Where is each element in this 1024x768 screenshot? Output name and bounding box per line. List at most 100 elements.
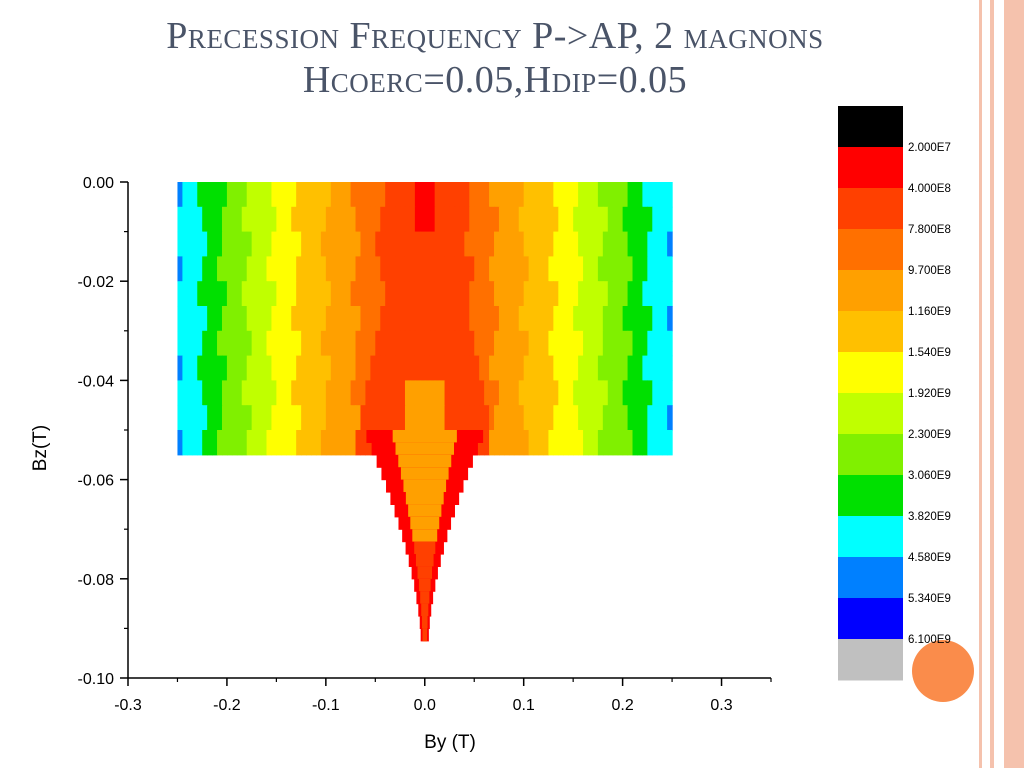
heatmap-cell [256, 182, 263, 208]
heatmap-cell [246, 231, 253, 257]
heatmap-cell [662, 206, 668, 233]
colorbar-swatch [838, 639, 903, 681]
heatmap-cell [370, 355, 376, 381]
heatmap-cell [558, 330, 564, 357]
heatmap-cell [439, 281, 446, 307]
heatmap-cell [627, 281, 634, 307]
heatmap-cell [484, 206, 490, 233]
heatmap-cell [187, 405, 193, 431]
heatmap-cell [320, 330, 327, 357]
colorbar-label: 4.580E9 [908, 552, 951, 564]
heatmap-cell [380, 182, 386, 208]
heatmap-cell [187, 430, 193, 456]
heatmap-cell [177, 231, 184, 257]
heatmap-cell [187, 306, 193, 332]
heatmap-cell [217, 231, 223, 257]
heatmap-cell [479, 355, 485, 381]
heatmap-cell [578, 430, 584, 456]
heatmap-cell [320, 231, 327, 257]
heatmap-cell [375, 281, 381, 307]
heatmap-cell [221, 405, 228, 431]
heatmap-cell [642, 380, 648, 406]
heatmap-cell [226, 380, 233, 406]
heatmap-cell [286, 355, 292, 381]
heatmap-cell [266, 330, 273, 357]
heatmap-cell [508, 430, 515, 456]
heatmap-cell [409, 281, 416, 307]
heatmap-cell [212, 281, 218, 307]
heatmap-cell [276, 405, 282, 431]
heatmap-cell [439, 405, 446, 431]
heatmap-cell [657, 330, 663, 357]
heatmap-cell [221, 430, 228, 456]
heatmap-cell [538, 306, 545, 332]
heatmap-cell [246, 256, 253, 282]
colorbar-label: 7.800E8 [908, 224, 951, 236]
heatmap-cell [355, 380, 362, 406]
heatmap-cell [182, 256, 188, 282]
heatmap-cell [523, 231, 530, 257]
heatmap-cell [207, 405, 213, 431]
heatmap-cell [197, 430, 203, 456]
heatmap-cell [558, 380, 564, 406]
heatmap-cell [345, 430, 352, 456]
heatmap-cell [286, 206, 292, 233]
heatmap-cell [424, 405, 431, 431]
heatmap-cell [390, 306, 396, 332]
heatmap-cell [385, 405, 391, 431]
heatmap-cell [296, 430, 302, 456]
heatmap-cell [221, 306, 228, 332]
heatmap-cell [251, 256, 258, 282]
colorbar-label: 6.100E9 [908, 634, 951, 646]
heatmap-cell [667, 405, 673, 431]
heatmap-cell [414, 405, 421, 431]
heatmap-cell [597, 355, 604, 381]
heatmap-cell [508, 281, 515, 307]
heatmap-cell [513, 306, 520, 332]
heatmap-cell [592, 306, 599, 332]
heatmap-cell [340, 355, 347, 381]
heatmap-cell [404, 281, 411, 307]
heatmap-cell [276, 380, 282, 406]
heatmap-cell [449, 256, 456, 282]
heatmap-cell [627, 256, 634, 282]
heatmap-cell [464, 231, 470, 257]
heatmap-cell [578, 355, 584, 381]
heatmap-cell [439, 206, 446, 233]
heatmap-cell [197, 182, 203, 208]
heatmap-cell [276, 231, 282, 257]
heatmap-cell [523, 355, 530, 381]
heatmap-cell [236, 182, 243, 208]
heatmap-cell [246, 430, 253, 456]
heatmap-cell [315, 281, 322, 307]
heatmap-cell [330, 405, 337, 431]
heatmap-cell [375, 206, 381, 233]
heatmap-cell [602, 182, 609, 208]
heatmap-cell [241, 330, 248, 357]
heatmap-cell [404, 405, 411, 431]
heatmap-cell [503, 281, 510, 307]
heatmap-cell [350, 306, 357, 332]
heatmap-cell [345, 231, 352, 257]
heatmap-cell [311, 380, 317, 406]
heatmap-cell [231, 231, 238, 257]
heatmap-cell [444, 206, 451, 233]
heatmap-cell [400, 281, 406, 307]
heatmap-cell [667, 355, 673, 381]
heatmap-cell [400, 182, 406, 208]
heatmap-cell [513, 206, 520, 233]
heatmap-cell [355, 405, 362, 431]
heatmap-cell [271, 206, 277, 233]
heatmap-cell [528, 281, 535, 307]
heatmap-cell [355, 206, 362, 233]
heatmap-cell [192, 430, 198, 456]
heatmap-cell [192, 405, 198, 431]
heatmap-cell [518, 231, 525, 257]
heatmap-cell [340, 256, 347, 282]
colorbar-swatch [838, 270, 903, 312]
heatmap-cell [543, 330, 550, 357]
decorative-stripe-1 [979, 0, 982, 768]
heatmap-cell [177, 380, 184, 406]
heatmap-cell [469, 281, 475, 307]
